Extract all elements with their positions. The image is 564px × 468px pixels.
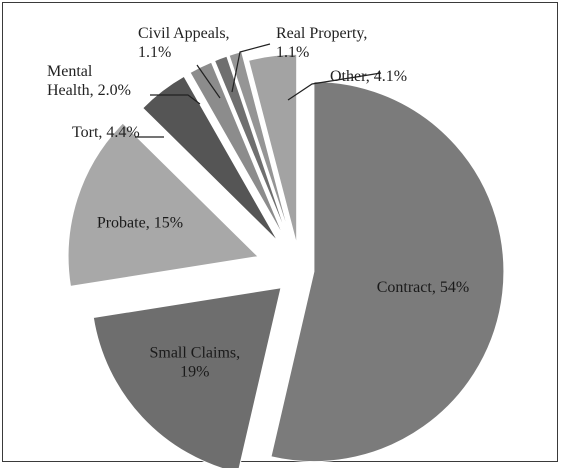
leader-line-other xyxy=(287,72,382,101)
pie-slice-mental-health xyxy=(189,61,285,238)
slice-label-contract: Contract, 54% xyxy=(377,279,469,296)
slice-labels: Contract, 54% Small Claims, 19% Probate, 15… xyxy=(47,25,469,381)
slice-label-mental-health: Mental Health, 2.0% xyxy=(47,63,131,99)
pie-slice-probate xyxy=(67,122,260,287)
chart-frame xyxy=(2,2,558,462)
leader-line-real-property xyxy=(231,43,271,93)
pie-slice-tort xyxy=(142,75,279,242)
slice-label-tort: Tort, 4.4% xyxy=(72,124,140,141)
pie-slice-civil-appeals xyxy=(213,55,288,237)
slice-label-other: Other, 4.1% xyxy=(330,68,407,85)
pie-slices xyxy=(67,51,505,468)
slice-label-small-claims: Small Claims, 19% xyxy=(149,345,240,381)
leader-line-civil-appeals xyxy=(196,64,221,99)
slice-label-probate: Probate, 15% xyxy=(97,215,183,232)
leader-lines xyxy=(135,43,382,138)
pie-slice-other xyxy=(247,53,298,245)
slice-label-real-property: Real Property, 1.1% xyxy=(276,25,367,61)
slice-label-civil-appeals: Civil Appeals, 1.1% xyxy=(138,25,230,61)
pie-slice-small-claims xyxy=(92,287,282,468)
pie-slice-contract xyxy=(270,81,505,463)
leader-line-mental-health xyxy=(150,94,201,105)
